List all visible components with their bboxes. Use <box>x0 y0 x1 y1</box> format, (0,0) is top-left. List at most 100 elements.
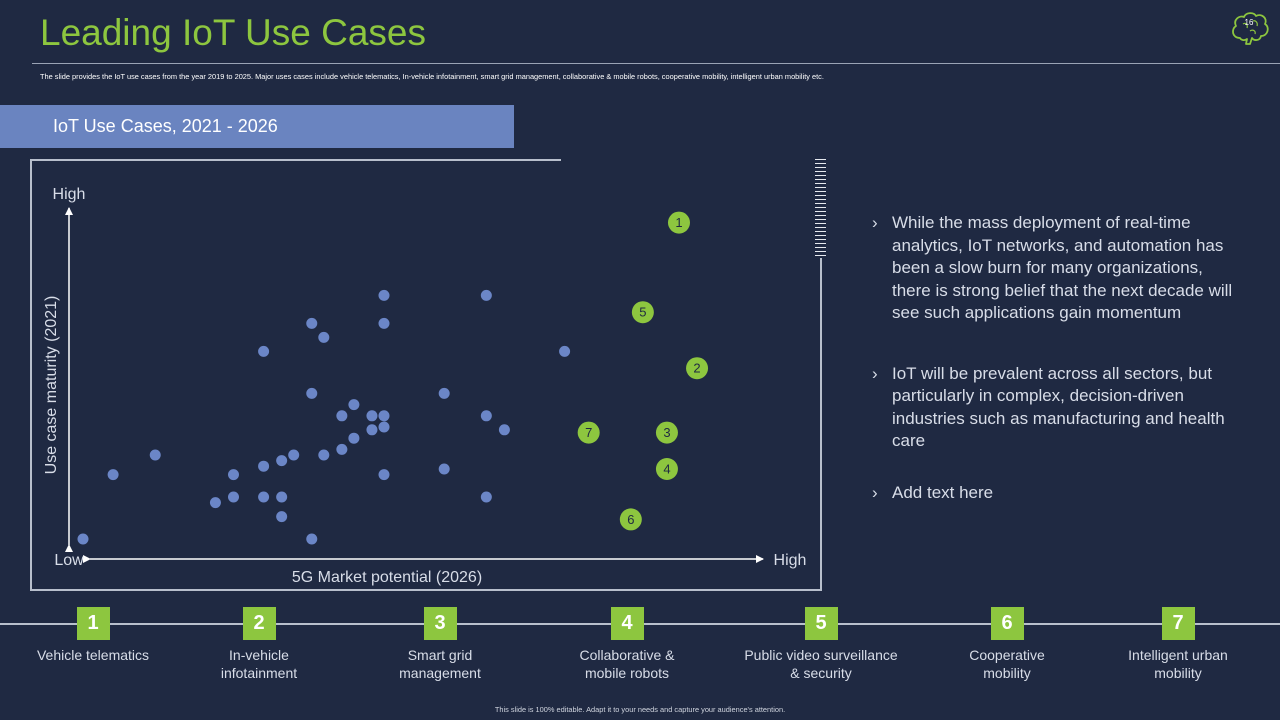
legend-label: Collaborative & mobile robots <box>579 647 675 681</box>
scatter-point <box>480 491 492 503</box>
scatter-point <box>378 317 390 329</box>
legend-number-badge: 4 <box>610 607 644 640</box>
legend-number-badge: 7 <box>1161 607 1195 640</box>
scatter-point <box>288 449 300 461</box>
scatter-points <box>77 289 571 545</box>
legend-item: 1 Vehicle telematics <box>3 607 183 664</box>
x-low-label: Low <box>54 552 84 569</box>
x-axis-title: 5G Market potential (2026) <box>292 569 482 586</box>
legend-item: 3 Smart grid management <box>350 607 530 682</box>
scatter-point <box>258 460 270 472</box>
use-case-marker-5: 5 <box>631 301 654 324</box>
scatter-point <box>107 469 119 481</box>
scatter-point <box>209 497 221 509</box>
scatter-point <box>276 491 288 503</box>
chart-frame-bottom <box>30 589 822 591</box>
scatter-point <box>480 289 492 301</box>
use-case-marker-2: 2 <box>686 357 709 380</box>
scatter-point <box>228 469 239 481</box>
scatter-point <box>378 469 390 481</box>
legend-label: Public video surveillance & security <box>744 647 898 681</box>
use-case-marker-circle <box>577 421 600 444</box>
slide-subtitle: The slide provides the IoT use cases fro… <box>40 72 824 81</box>
use-case-marker-4: 4 <box>655 458 678 480</box>
use-case-marker-label: 7 <box>585 425 592 440</box>
scatter-point <box>228 491 239 503</box>
insight-list: While the mass deployment of real-time a… <box>872 212 1242 504</box>
scatter-point <box>498 424 510 436</box>
scatter-point <box>258 491 270 503</box>
insight-bullet: While the mass deployment of real-time a… <box>872 212 1242 325</box>
legend-item: 4 Collaborative & mobile robots <box>537 607 717 682</box>
legend-label: In-vehicle infotainment <box>220 647 298 681</box>
use-case-marker-label: 1 <box>675 215 682 230</box>
use-case-marker-1: 1 <box>667 211 690 234</box>
insight-bullet: Add text here <box>872 482 1242 505</box>
x-high-label: High <box>774 552 807 569</box>
scatter-point <box>348 399 360 411</box>
chart-frame-top <box>30 159 561 161</box>
use-case-marker-3: 3 <box>655 421 678 444</box>
legend-item: 5 Public video surveillance & security <box>721 607 921 682</box>
footer-note: This slide is 100% editable. Adapt it to… <box>494 705 786 714</box>
use-case-marker-label: 6 <box>627 512 634 527</box>
scatter-point <box>378 421 390 433</box>
legend-item: 6 Cooperative mobility <box>917 607 1097 682</box>
legend-item: 2 In-vehicle infotainment <box>169 607 349 682</box>
legend-number-badge: 2 <box>242 607 276 640</box>
use-case-marker-6: 6 <box>619 508 642 531</box>
legend-label: Vehicle telematics <box>36 647 150 663</box>
scatter-point <box>438 387 450 399</box>
scatter-point <box>276 455 288 467</box>
scatter-point <box>306 387 318 399</box>
chart-frame-left <box>30 159 32 590</box>
scatter-point <box>438 463 450 475</box>
scatter-point <box>336 443 348 455</box>
scatter-point <box>276 511 288 523</box>
frame-hatch-decoration <box>815 159 826 258</box>
scatter-point <box>366 410 378 422</box>
scatter-point <box>559 345 571 357</box>
legend-label: Intelligent urban mobility <box>1128 647 1228 681</box>
scatter-point <box>77 533 89 545</box>
scatter-point <box>306 317 318 329</box>
scatter-point <box>366 424 378 436</box>
use-case-marker-label: 2 <box>693 361 700 376</box>
scatter-point <box>306 533 318 545</box>
use-case-marker-circle <box>667 211 690 234</box>
use-case-marker-label: 3 <box>663 425 670 440</box>
chart-frame-right <box>820 258 822 591</box>
title-divider <box>32 63 1280 64</box>
scatter-point <box>318 331 330 343</box>
scatter-point <box>258 345 270 357</box>
legend-label: Smart grid management <box>399 647 481 681</box>
use-case-markers: 1 2 3 4 5 6 7 <box>577 211 709 531</box>
y-axis-title: Use case maturity (2021) <box>43 296 60 475</box>
slide-number: 16 <box>1244 18 1254 27</box>
scatter-point <box>378 289 390 301</box>
y-high-label: High <box>53 186 86 203</box>
brain-icon <box>1232 12 1269 45</box>
use-case-marker-label: 4 <box>663 462 670 477</box>
scatter-point <box>336 410 348 422</box>
scatter-point <box>149 449 161 461</box>
page-title: Leading IoT Use Cases <box>40 12 426 53</box>
legend-number-badge: 6 <box>990 607 1024 640</box>
section-banner: IoT Use Cases, 2021 - 2026 <box>0 105 514 148</box>
use-case-marker-circle <box>655 458 678 480</box>
scatter-point <box>378 410 390 422</box>
use-case-marker-circle <box>686 357 709 380</box>
legend-number-badge: 1 <box>76 607 110 640</box>
legend-number-badge: 3 <box>423 607 457 640</box>
use-case-marker-7: 7 <box>577 421 600 444</box>
use-case-marker-circle <box>631 301 654 324</box>
scatter-point <box>348 432 360 444</box>
banner-title: IoT Use Cases, 2021 - 2026 <box>53 116 278 136</box>
legend-item: 7 Intelligent urban mobility <box>1088 607 1268 682</box>
insight-bullet: IoT will be prevalent across all sectors… <box>872 363 1242 453</box>
scatter-point <box>318 449 330 461</box>
use-case-marker-circle <box>655 421 678 444</box>
use-case-marker-label: 5 <box>639 305 646 320</box>
legend-label: Cooperative mobility <box>969 647 1045 681</box>
